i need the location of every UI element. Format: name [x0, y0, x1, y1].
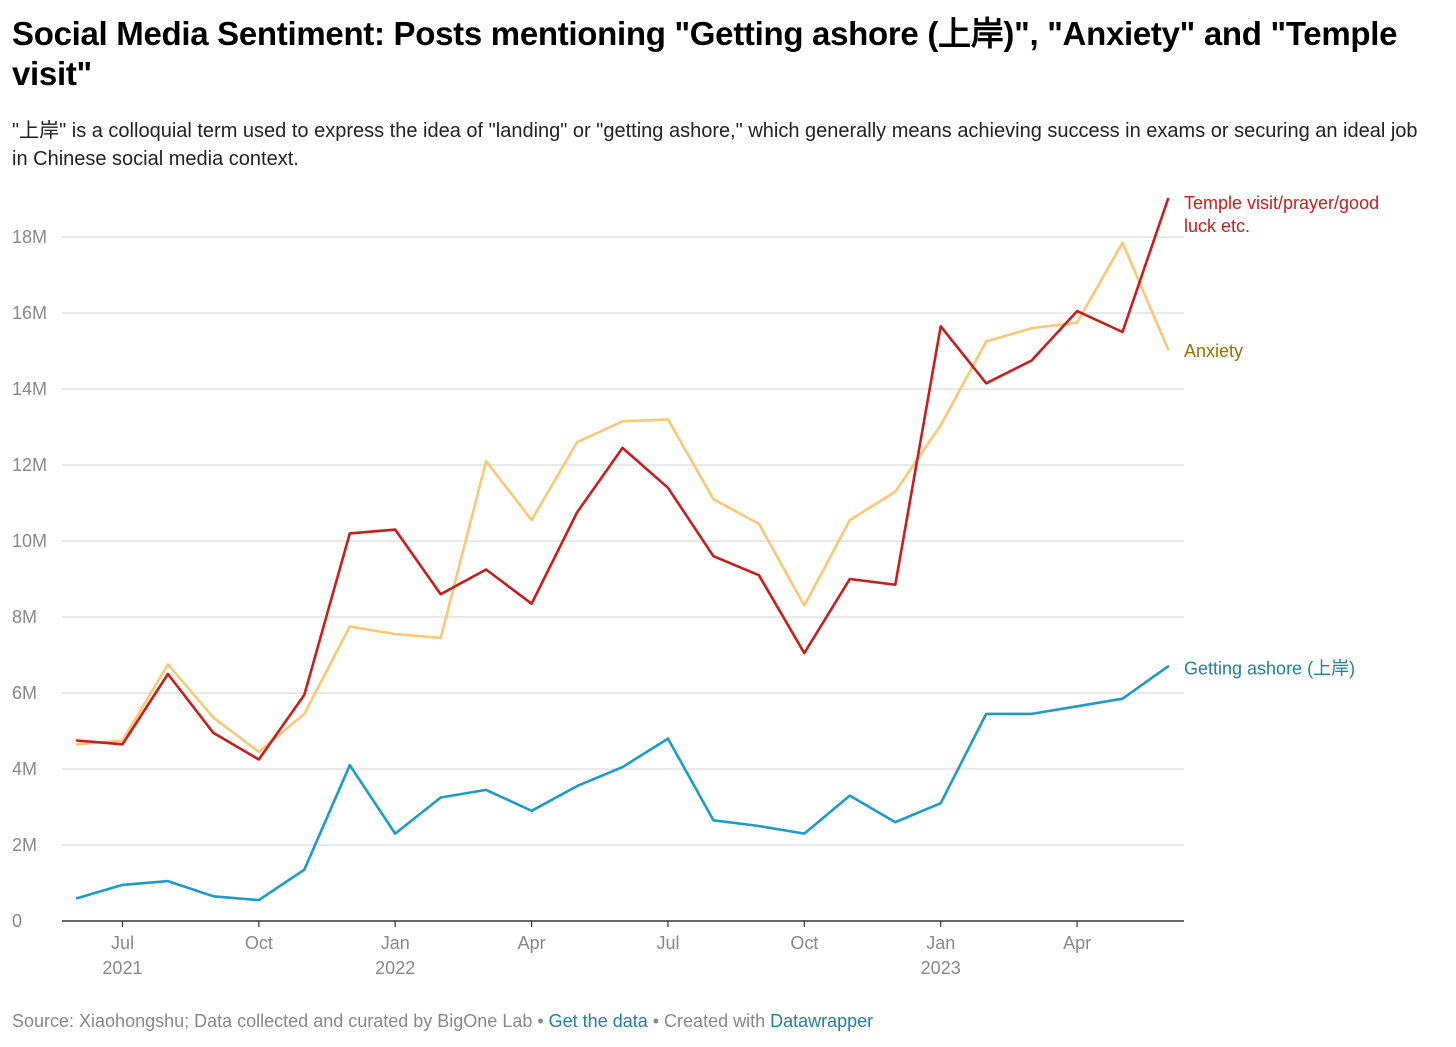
- x-tick-label: Oct: [245, 933, 273, 953]
- source-note: Source: Xiaohongshu; Data collected and …: [12, 1011, 533, 1031]
- x-tick-year-label: 2021: [102, 958, 142, 978]
- y-tick-label: 0: [12, 911, 22, 931]
- y-axis-ticks: 0 2M 4M 6M 8M 10M 12M 14M 16M 18M: [12, 227, 47, 931]
- x-tick-year-label: 2022: [375, 958, 415, 978]
- x-axis-ticks: Jul 2021 Oct Jan 2022 Apr Jul Oct Jan 2023 Apr: [102, 921, 1091, 978]
- y-tick-label: 2M: [12, 835, 37, 855]
- series-label-temple-visit-prayer-good-luck-etc: Temple visit/prayer/good: [1184, 193, 1379, 213]
- y-tick-label: 18M: [12, 227, 47, 247]
- x-tick-label: Apr: [518, 933, 546, 953]
- x-tick-label: Jan: [381, 933, 410, 953]
- x-tick-label: Jul: [111, 933, 134, 953]
- y-tick-label: 4M: [12, 759, 37, 779]
- series-line-anxiety: [75, 241, 1170, 754]
- get-the-data-link[interactable]: Get the data: [548, 1011, 648, 1031]
- line-chart: 0 2M 4M 6M 8M 10M 12M 14M 16M 18M Jul 2021 Oct Jan 20…: [12, 193, 1379, 978]
- series-line-temple-visit-prayer-good-luck-etc: [75, 197, 1170, 761]
- chart-footer: Source: Xiaohongshu; Data collected and …: [12, 1011, 873, 1032]
- series-labels: Anxiety Temple visit/prayer/good luck etc.…: [1184, 193, 1379, 678]
- x-tick-year-label: 2023: [921, 958, 961, 978]
- footer-separator: •: [532, 1011, 549, 1031]
- datawrapper-link[interactable]: Datawrapper: [770, 1011, 874, 1031]
- y-tick-label: 14M: [12, 379, 47, 399]
- chart-title: Social Media Sentiment: Posts mentioning…: [12, 15, 1398, 92]
- x-tick-label: Jan: [926, 933, 955, 953]
- y-tick-label: 10M: [12, 531, 47, 551]
- x-tick-label: Oct: [790, 933, 818, 953]
- y-tick-label: 16M: [12, 303, 47, 323]
- y-tick-label: 6M: [12, 683, 37, 703]
- series-lines: [75, 197, 1170, 902]
- series-label-getting-ashore: Getting ashore (上岸): [1184, 658, 1355, 678]
- series-label-temple-visit-prayer-good-luck-etc: luck etc.: [1184, 216, 1250, 236]
- y-tick-label: 12M: [12, 455, 47, 475]
- x-tick-label: Apr: [1063, 933, 1091, 953]
- x-tick-label: Jul: [656, 933, 679, 953]
- series-line-getting-ashore: [75, 665, 1170, 902]
- gridlines: [62, 236, 1184, 846]
- y-tick-label: 8M: [12, 607, 37, 627]
- chart-subtitle: "上岸" is a colloquial term used to expres…: [12, 120, 1418, 170]
- series-label-anxiety: Anxiety: [1184, 341, 1243, 361]
- footer-separator: • Created with: [647, 1011, 771, 1031]
